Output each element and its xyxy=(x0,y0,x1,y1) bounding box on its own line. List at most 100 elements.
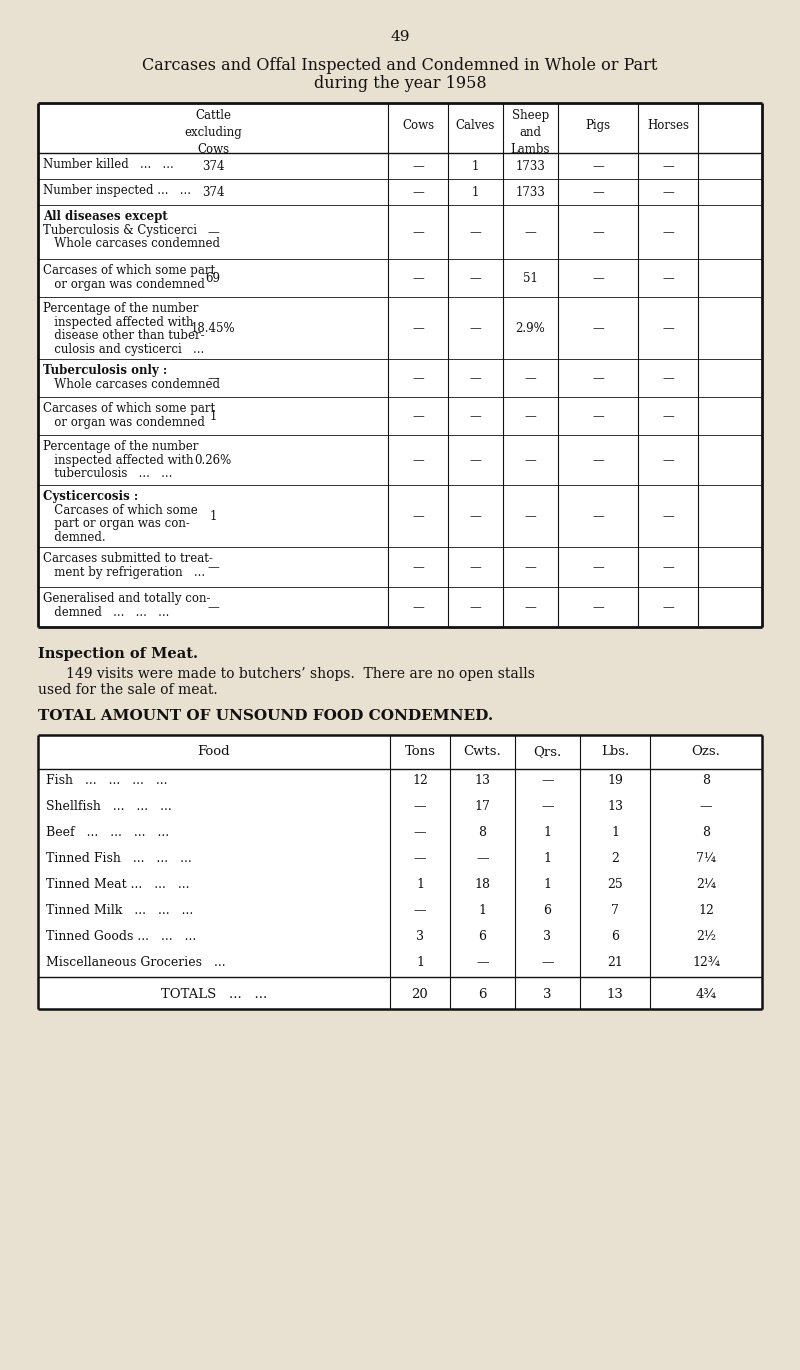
Text: —: — xyxy=(470,453,482,467)
Text: 1: 1 xyxy=(210,510,217,523)
Text: Tinned Milk   ...   ...   ...: Tinned Milk ... ... ... xyxy=(46,904,194,917)
Text: Tuberculosis & Cysticerci: Tuberculosis & Cysticerci xyxy=(43,223,197,237)
Text: 2.9%: 2.9% xyxy=(516,322,546,336)
Text: TOTAL AMOUNT OF UNSOUND FOOD CONDEMNED.: TOTAL AMOUNT OF UNSOUND FOOD CONDEMNED. xyxy=(38,710,494,723)
Text: inspected affected with: inspected affected with xyxy=(43,315,194,329)
Text: —: — xyxy=(412,322,424,336)
Text: Horses: Horses xyxy=(647,119,689,132)
Text: —: — xyxy=(412,601,424,614)
Text: —: — xyxy=(542,800,554,812)
Text: —: — xyxy=(592,510,604,523)
Text: 2¼: 2¼ xyxy=(696,878,716,891)
Text: —: — xyxy=(525,226,536,238)
Text: —: — xyxy=(412,410,424,423)
Text: —: — xyxy=(470,373,482,385)
Text: —: — xyxy=(470,601,482,614)
Text: disease other than tuber-: disease other than tuber- xyxy=(43,329,205,342)
Text: 18: 18 xyxy=(474,878,490,891)
Text: Tons: Tons xyxy=(405,745,435,758)
Text: 21: 21 xyxy=(607,956,623,969)
Text: —: — xyxy=(470,410,482,423)
Text: —: — xyxy=(470,322,482,336)
Text: Tinned Meat ...   ...   ...: Tinned Meat ... ... ... xyxy=(46,878,190,891)
Text: Carcases and Offal Inspected and Condemned in Whole or Part: Carcases and Offal Inspected and Condemn… xyxy=(142,58,658,74)
Text: Cattle
excluding
Cows: Cattle excluding Cows xyxy=(184,110,242,156)
Text: —: — xyxy=(592,410,604,423)
Text: 7: 7 xyxy=(611,904,619,917)
Text: Generalised and totally con-: Generalised and totally con- xyxy=(43,592,210,606)
Text: —: — xyxy=(662,160,674,173)
Text: 19: 19 xyxy=(607,774,623,786)
Text: —: — xyxy=(525,453,536,467)
Text: Miscellaneous Groceries   ...: Miscellaneous Groceries ... xyxy=(46,956,226,969)
Text: ment by refrigeration   ...: ment by refrigeration ... xyxy=(43,566,205,578)
Text: part or organ was con-: part or organ was con- xyxy=(43,516,190,530)
Text: Pigs: Pigs xyxy=(586,119,610,132)
Text: —: — xyxy=(525,410,536,423)
Text: 6: 6 xyxy=(611,930,619,943)
Text: —: — xyxy=(412,160,424,173)
Text: —: — xyxy=(592,226,604,238)
Text: 374: 374 xyxy=(202,160,224,173)
Bar xyxy=(38,734,762,1008)
Text: Qrs.: Qrs. xyxy=(534,745,562,758)
Text: demned   ...   ...   ...: demned ... ... ... xyxy=(43,606,170,618)
Text: 8: 8 xyxy=(702,774,710,786)
Text: Lbs.: Lbs. xyxy=(601,745,629,758)
Text: —: — xyxy=(412,373,424,385)
Text: 6: 6 xyxy=(478,930,486,943)
Text: Carcases submitted to treat-: Carcases submitted to treat- xyxy=(43,552,213,564)
Text: —: — xyxy=(542,774,554,786)
Text: Ozs.: Ozs. xyxy=(691,745,721,758)
Text: or organ was condemned: or organ was condemned xyxy=(43,278,205,290)
Text: —: — xyxy=(662,322,674,336)
Text: —: — xyxy=(476,852,489,864)
Text: inspected affected with: inspected affected with xyxy=(43,453,194,467)
Text: 13: 13 xyxy=(606,988,623,1001)
Text: 13: 13 xyxy=(474,774,490,786)
Text: 13: 13 xyxy=(607,800,623,812)
Text: —: — xyxy=(414,904,426,917)
Text: —: — xyxy=(592,453,604,467)
Text: Shellfish   ...   ...   ...: Shellfish ... ... ... xyxy=(46,800,172,812)
Text: Calves: Calves xyxy=(456,119,495,132)
Text: —: — xyxy=(207,373,219,385)
Text: —: — xyxy=(470,226,482,238)
Text: All diseases except: All diseases except xyxy=(43,210,168,223)
Text: Sheep
and
Lambs: Sheep and Lambs xyxy=(510,110,550,156)
Text: Whole carcases condemned: Whole carcases condemned xyxy=(43,237,220,249)
Text: 4¾: 4¾ xyxy=(695,988,717,1001)
Text: —: — xyxy=(662,373,674,385)
Text: 0.26%: 0.26% xyxy=(194,453,232,467)
Text: 17: 17 xyxy=(474,800,490,812)
Text: —: — xyxy=(662,560,674,574)
Text: 1: 1 xyxy=(611,826,619,838)
Text: 8: 8 xyxy=(702,826,710,838)
Text: 1: 1 xyxy=(543,826,551,838)
Text: 3: 3 xyxy=(543,930,551,943)
Text: —: — xyxy=(207,601,219,614)
Text: —: — xyxy=(662,601,674,614)
Text: 6: 6 xyxy=(478,988,486,1001)
Text: Whole carcases condemned: Whole carcases condemned xyxy=(43,378,220,390)
Text: —: — xyxy=(412,273,424,285)
Text: —: — xyxy=(476,956,489,969)
Text: Inspection of Meat.: Inspection of Meat. xyxy=(38,647,198,660)
Text: —: — xyxy=(470,560,482,574)
Text: Number inspected ...   ...: Number inspected ... ... xyxy=(43,184,191,197)
Text: —: — xyxy=(592,322,604,336)
Text: 69: 69 xyxy=(206,273,221,285)
Text: or organ was condemned: or organ was condemned xyxy=(43,415,205,429)
Text: Carcases of which some part: Carcases of which some part xyxy=(43,401,215,415)
Text: 149 visits were made to butchers’ shops.  There are no open stalls: 149 visits were made to butchers’ shops.… xyxy=(66,667,535,681)
Text: tuberculosis   ...   ...: tuberculosis ... ... xyxy=(43,467,172,479)
Text: —: — xyxy=(592,601,604,614)
Text: —: — xyxy=(662,453,674,467)
Text: —: — xyxy=(525,510,536,523)
Text: Number killed   ...   ...: Number killed ... ... xyxy=(43,158,174,171)
Text: culosis and cysticerci   ...: culosis and cysticerci ... xyxy=(43,342,204,355)
Text: demned.: demned. xyxy=(43,530,106,544)
Text: 51: 51 xyxy=(523,273,538,285)
Text: during the year 1958: during the year 1958 xyxy=(314,75,486,92)
Text: Carcases of which some: Carcases of which some xyxy=(43,504,198,516)
